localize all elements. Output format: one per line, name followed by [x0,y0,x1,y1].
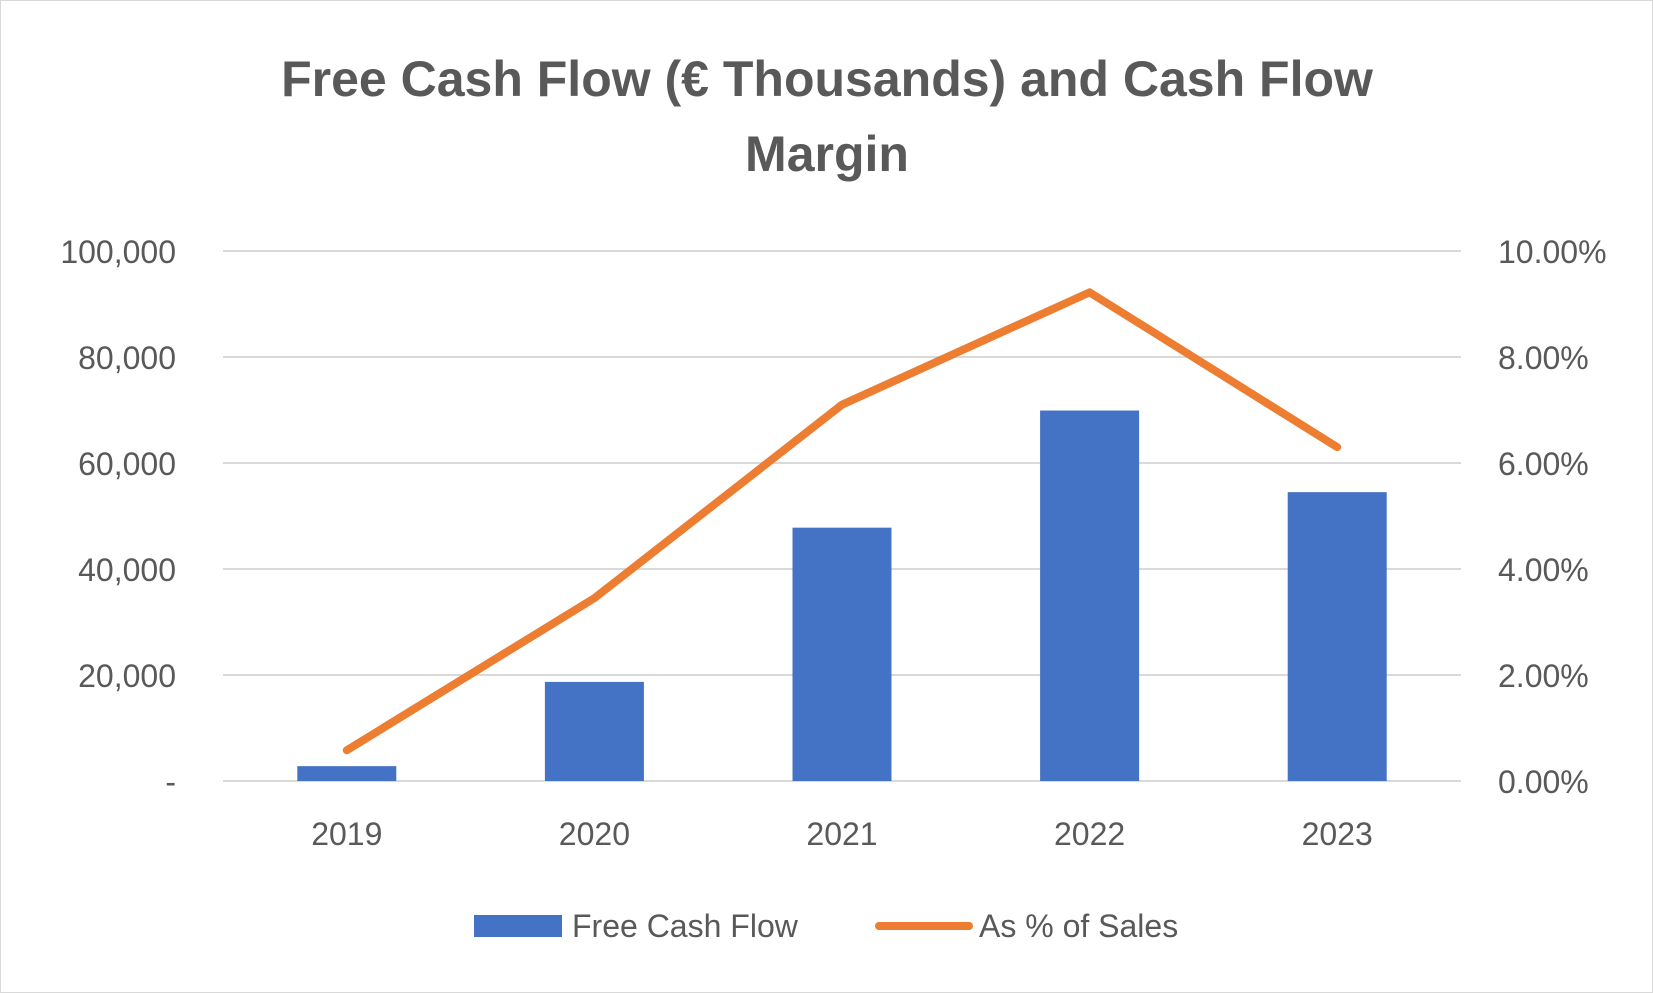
left-axis-tick-label: 40,000 [78,552,176,588]
bar-2022 [1040,410,1140,781]
left-axis-tick-label: 20,000 [78,658,176,694]
left-axis-tick-label: - [165,764,176,800]
right-axis-tick-label: 2.00% [1498,658,1589,694]
left-axis-tick-label: 80,000 [78,340,176,376]
bar-2019 [297,766,397,781]
line-as-pct-of-sales [342,288,1342,755]
legend: Free Cash Flow As % of Sales [474,908,1178,944]
right-axis-tick-label: 0.00% [1498,764,1589,800]
chart-title: Free Cash Flow (€ Thousands) and Cash Fl… [281,51,1373,107]
line-series [342,288,1342,755]
x-axis-tick-label: 2023 [1302,816,1373,852]
chart-title-line-2: Margin [745,126,909,182]
legend-swatch-free-cash-flow [474,915,562,937]
right-axis-tick-label: 10.00% [1498,234,1607,270]
bar-2021 [792,527,892,781]
x-axis-tick-label: 2020 [559,816,630,852]
x-axis-labels: 2019 2020 2021 2022 2023 [311,816,1373,852]
left-axis-labels: - 20,000 40,000 60,000 80,000 100,000 [60,234,176,800]
x-axis-tick-label: 2022 [1054,816,1125,852]
x-axis-tick-label: 2019 [311,816,382,852]
bar-2020 [544,681,644,781]
right-axis-tick-label: 6.00% [1498,446,1589,482]
right-axis-tick-label: 8.00% [1498,340,1589,376]
right-axis-labels: 0.00% 2.00% 4.00% 6.00% 8.00% 10.00% [1498,234,1607,800]
left-axis-tick-label: 100,000 [60,234,176,270]
left-axis-tick-label: 60,000 [78,446,176,482]
right-axis-tick-label: 4.00% [1498,552,1589,588]
x-axis-tick-label: 2021 [806,816,877,852]
bar-2023 [1287,492,1387,781]
bar-series [297,410,1387,781]
legend-label-free-cash-flow: Free Cash Flow [572,908,799,944]
legend-label-as-pct-of-sales: As % of Sales [979,908,1178,944]
